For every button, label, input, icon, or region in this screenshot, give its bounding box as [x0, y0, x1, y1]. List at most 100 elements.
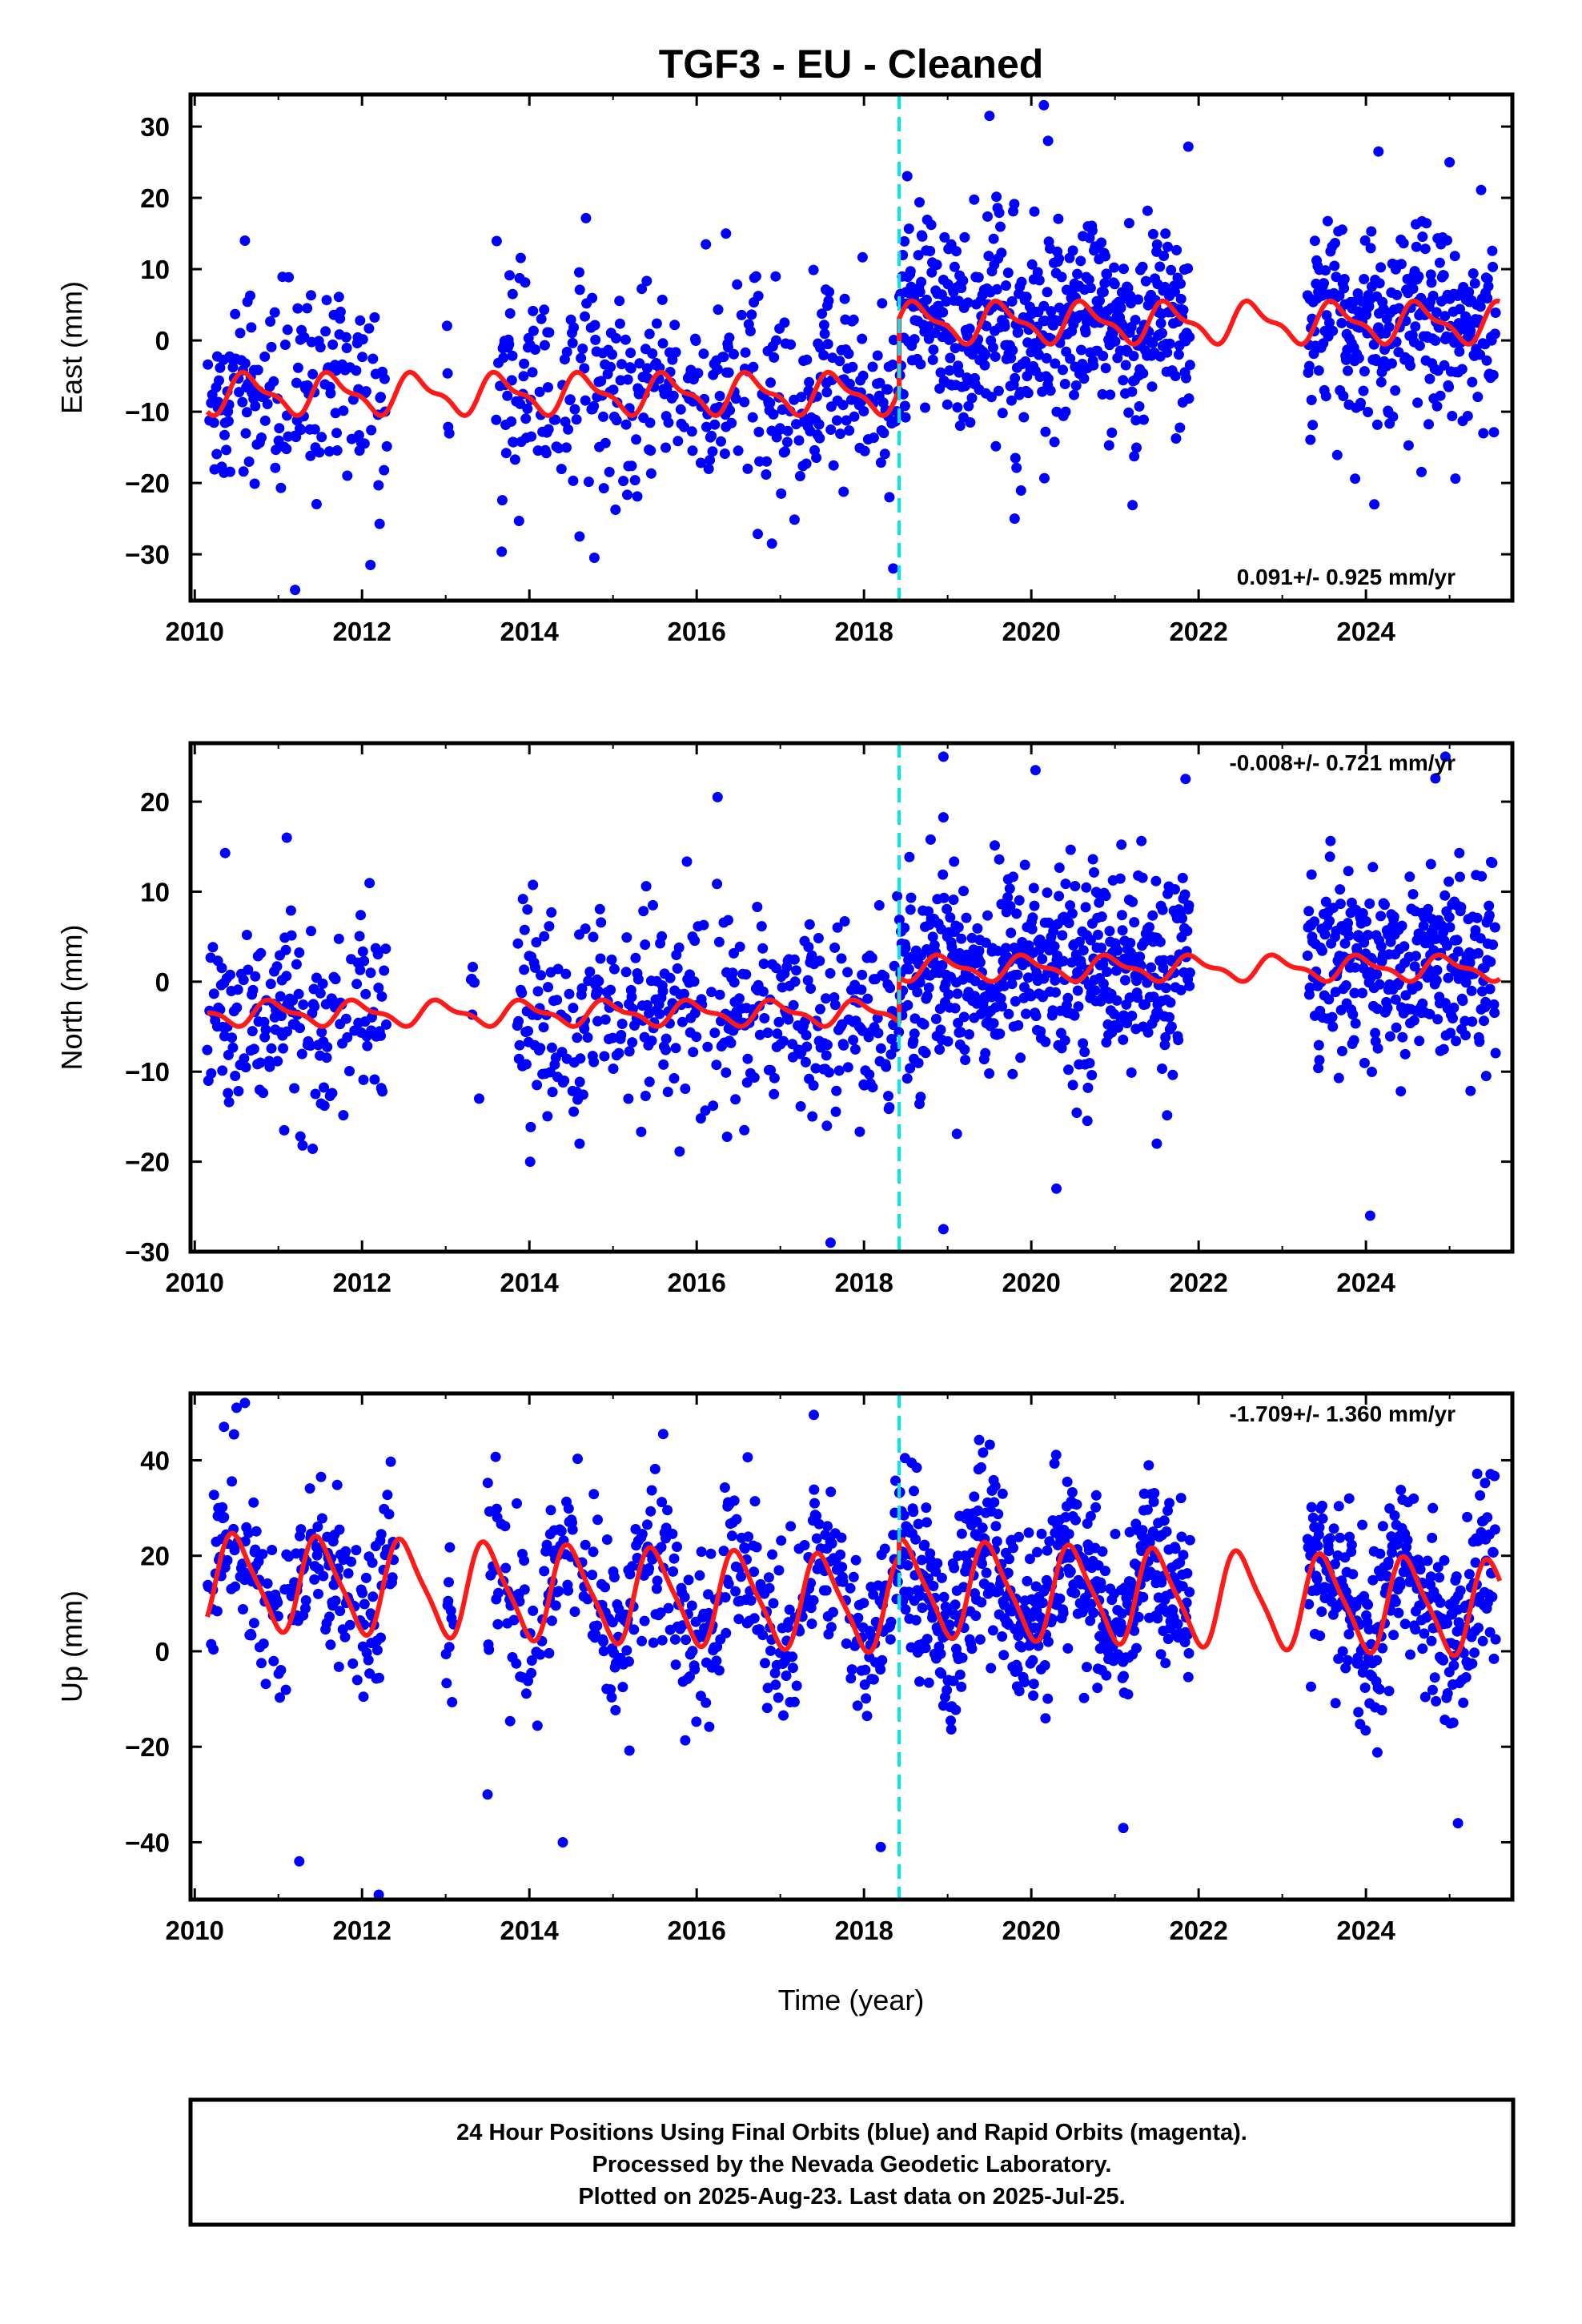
data-point [1042, 1693, 1054, 1704]
data-point [1424, 1008, 1435, 1019]
data-point [1049, 436, 1060, 448]
data-point [1340, 980, 1351, 991]
data-point [1447, 411, 1458, 421]
data-point [1124, 992, 1135, 1003]
data-point [814, 432, 825, 444]
data-point [1489, 1007, 1500, 1019]
data-point [289, 1083, 300, 1094]
data-point [590, 334, 601, 345]
data-point [712, 364, 723, 375]
data-point [546, 907, 557, 918]
data-point [669, 320, 681, 331]
data-point [375, 392, 386, 403]
data-point [910, 1614, 921, 1626]
data-point [909, 1028, 920, 1039]
data-point [1096, 943, 1107, 954]
data-point [281, 444, 292, 455]
data-point [1175, 278, 1186, 289]
data-point [309, 424, 320, 435]
data-point [976, 1462, 986, 1473]
data-point [1022, 388, 1034, 399]
data-point [938, 1224, 949, 1235]
data-point [884, 1102, 895, 1113]
data-point [211, 1606, 223, 1617]
data-point [1058, 364, 1068, 376]
data-point [1180, 774, 1191, 785]
data-point [921, 1517, 932, 1528]
data-point [928, 1581, 939, 1591]
data-point [912, 987, 923, 998]
data-point [1070, 380, 1082, 391]
data-point [958, 275, 969, 286]
data-point [668, 390, 679, 401]
data-point [736, 309, 747, 320]
data-point [358, 1074, 369, 1085]
data-point [216, 963, 227, 974]
data-point [656, 294, 668, 305]
data-point [508, 1614, 520, 1626]
data-point [1099, 278, 1110, 289]
data-point [1079, 1047, 1090, 1058]
data-point [879, 971, 890, 982]
data-point [781, 436, 793, 448]
data-point [1184, 1534, 1195, 1546]
data-point [1456, 902, 1467, 913]
data-point [765, 1645, 776, 1656]
data-point [649, 1463, 661, 1474]
data-point [987, 1625, 998, 1636]
data-point [1088, 1607, 1099, 1618]
data-point [1085, 283, 1096, 294]
data-point [1006, 296, 1018, 307]
data-point [997, 1631, 1008, 1642]
data-point [1366, 226, 1377, 237]
data-point [1372, 1043, 1383, 1054]
data-point [593, 975, 604, 987]
data-point [1384, 1031, 1395, 1042]
data-point [823, 296, 834, 307]
data-point [1118, 1671, 1129, 1682]
data-point [984, 111, 995, 122]
y-tick-label: 20 [140, 787, 170, 817]
data-point [572, 1454, 583, 1465]
data-point [1390, 994, 1401, 1005]
data-point [1155, 318, 1166, 329]
data-point [892, 891, 903, 902]
data-point [504, 270, 515, 281]
data-point [996, 247, 1007, 259]
data-point [914, 1676, 925, 1687]
data-point [810, 1063, 821, 1074]
data-point [957, 1652, 968, 1663]
data-point [309, 1574, 320, 1585]
data-point [1160, 1031, 1171, 1043]
data-point [950, 1704, 962, 1715]
data-point [647, 1554, 658, 1565]
data-point [1050, 358, 1061, 369]
data-point [712, 879, 723, 890]
data-point [1317, 945, 1327, 956]
data-point [1071, 1499, 1082, 1510]
data-point [644, 328, 655, 340]
data-point [873, 1027, 884, 1039]
x-tick-label: 2024 [1336, 1916, 1395, 1945]
data-point [1042, 135, 1054, 147]
data-point [938, 1591, 950, 1602]
data-point [948, 895, 959, 905]
data-point [1475, 1490, 1486, 1501]
data-point [1375, 1548, 1386, 1559]
data-point [1125, 938, 1136, 948]
data-point [230, 1581, 241, 1592]
data-point [904, 851, 915, 862]
data-point [1094, 296, 1105, 306]
data-point [327, 1088, 338, 1099]
data-point [765, 377, 776, 388]
data-point [651, 318, 662, 329]
data-point [769, 1088, 780, 1100]
data-point [272, 1055, 283, 1067]
data-point [247, 984, 259, 995]
data-point [1472, 392, 1484, 403]
data-point [1454, 847, 1465, 858]
data-point [654, 1008, 665, 1019]
data-point [901, 1073, 913, 1084]
data-point [902, 999, 913, 1011]
data-point [1451, 1035, 1462, 1047]
